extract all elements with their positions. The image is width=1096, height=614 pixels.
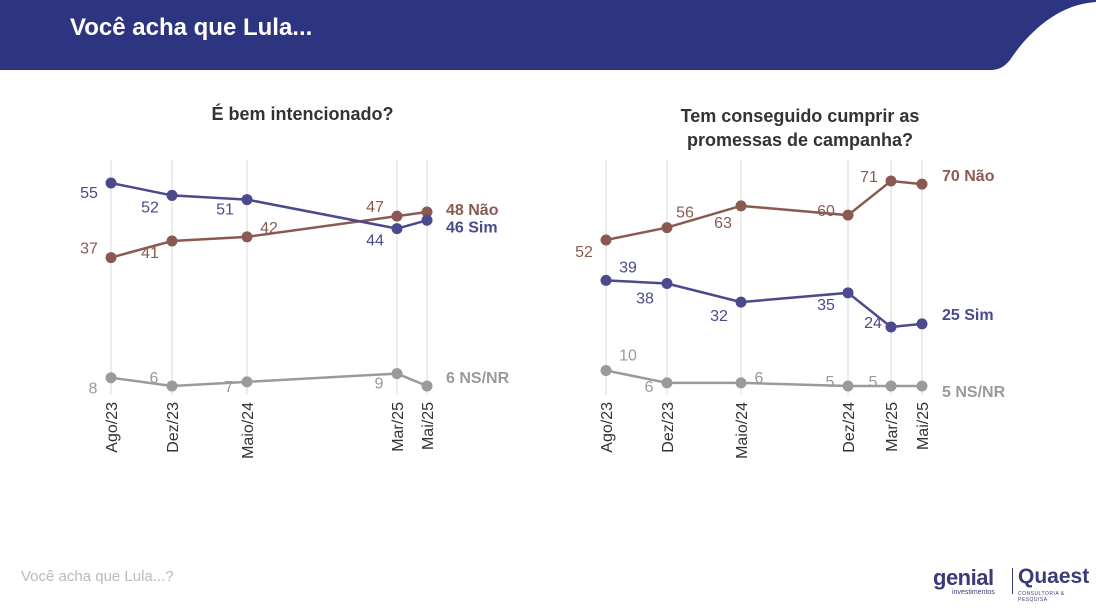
x-tick-label: Maio/24 [734,402,751,459]
data-point [241,376,253,388]
data-label: 10 [619,347,637,364]
data-point [735,377,747,389]
header-banner: Você acha que Lula... [0,0,1096,70]
chart-2-title: Tem conseguido cumprir as promessas de c… [680,106,920,150]
data-point [105,372,117,384]
data-label: 8 [89,381,98,398]
data-label: 7 [225,379,234,396]
data-label: 56 [676,205,694,222]
data-label: 35 [817,297,835,314]
data-point [391,368,403,380]
page-title: Você acha que Lula... [70,14,313,41]
data-point [885,321,897,333]
data-point [661,377,673,389]
data-point [916,178,928,190]
data-label: 6 [150,370,159,387]
quaest-logo: Quaest [1018,565,1090,588]
data-label: 39 [619,259,637,276]
genial-logo: genial [933,565,994,590]
data-point [916,318,928,330]
data-point [735,296,747,308]
data-point [600,274,612,286]
data-point [600,364,612,376]
quaest-logo-subtitle: CONSULTORIA & PESQUISA [1018,591,1065,603]
data-label: 63 [714,215,732,232]
data-point [391,210,403,222]
data-label: 52 [575,244,593,261]
chart-1-title: É bem intencionado? [211,104,394,124]
data-label: 6 [645,379,654,396]
data-label: 47 [366,199,384,216]
data-label: 37 [80,241,98,258]
data-point [600,234,612,246]
data-point [421,380,433,392]
data-label: 6 [755,370,764,387]
series-end-label: 6 NS/NR [446,370,510,387]
series-end-label: 70 Não [942,168,995,185]
data-point [842,209,854,221]
logo-separator [1012,568,1013,594]
data-point [166,380,178,392]
x-tick-label: Ago/23 [104,402,121,453]
x-tick-label: Dez/24 [841,402,858,453]
data-point [885,380,897,392]
data-point [391,223,403,235]
x-tick-label: Mai/25 [420,402,437,450]
data-label: 41 [141,245,159,262]
data-point [241,231,253,243]
x-tick-label: Maio/24 [240,402,257,459]
data-point [661,222,673,234]
data-point [421,206,433,218]
x-tick-label: Ago/23 [599,402,616,453]
x-tick-label: Dez/23 [660,402,677,453]
data-label: 52 [141,199,159,216]
series-end-label: 48 Não [446,202,499,219]
series-end-label: 46 Sim [446,219,498,236]
data-label: 42 [260,220,278,237]
series-end-label: 25 Sim [942,307,994,324]
data-point [735,200,747,212]
data-point [842,380,854,392]
footer-caption: Você acha que Lula...? [21,568,174,585]
data-label: 9 [375,376,384,393]
x-tick-label: Mar/25 [884,402,901,452]
data-label: 55 [80,185,98,202]
data-point [842,287,854,299]
data-point [105,252,117,264]
data-label: 5 [869,374,878,391]
x-tick-label: Mai/25 [915,402,932,450]
data-label: 5 [826,374,835,391]
data-point [166,189,178,201]
data-point [661,278,673,289]
data-point [241,194,253,206]
genial-logo-subtitle: investimentos [952,589,995,596]
data-point [885,175,897,187]
data-label: 60 [817,203,835,220]
series-line [605,179,923,242]
series-end-label: 5 NS/NR [942,384,1006,401]
data-label: 71 [860,169,878,186]
data-point [105,177,117,189]
data-label: 24 [864,315,882,332]
x-tick-label: Mar/25 [390,402,407,452]
data-label: 32 [710,308,728,325]
header-background [0,0,1096,70]
data-label: 44 [366,233,384,250]
data-point [916,380,928,392]
data-point [166,235,178,247]
data-point [421,214,433,226]
data-label: 38 [636,291,654,308]
x-tick-label: Dez/23 [165,402,182,453]
data-label: 51 [216,202,234,219]
